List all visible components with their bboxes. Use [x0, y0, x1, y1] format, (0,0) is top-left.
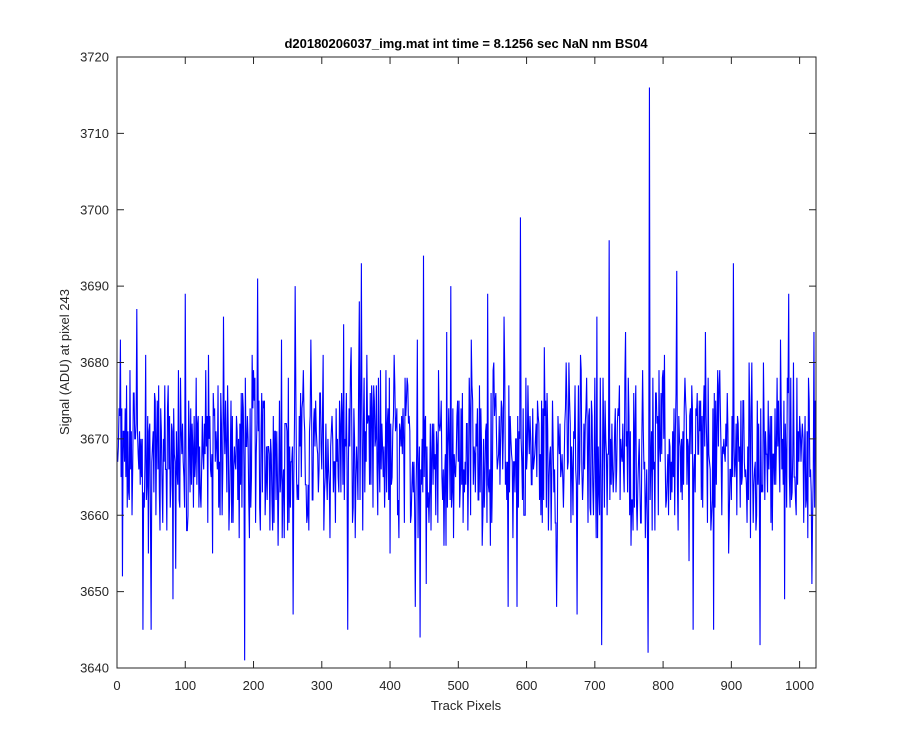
x-tick-label: 200	[243, 678, 265, 693]
series-line-0	[117, 87, 817, 661]
y-tick-label: 3670	[80, 431, 109, 446]
x-tick-label: 400	[379, 678, 401, 693]
plot-background	[117, 57, 816, 668]
y-tick-label: 3660	[80, 508, 109, 523]
y-tick-label: 3720	[80, 50, 109, 65]
y-tick-label: 3650	[80, 584, 109, 599]
chart-title: d20180206037_img.mat int time = 8.1256 s…	[284, 36, 648, 51]
x-tick-label: 300	[311, 678, 333, 693]
y-tick-label: 3710	[80, 126, 109, 141]
y-tick-label: 3690	[80, 279, 109, 294]
x-tick-label: 1000	[785, 678, 814, 693]
y-tick-label: 3640	[80, 661, 109, 676]
plot-area	[117, 57, 816, 668]
x-tick-label: 500	[447, 678, 469, 693]
x-axis-label: Track Pixels	[431, 698, 502, 713]
x-tick-label: 900	[721, 678, 743, 693]
x-tick-label: 800	[652, 678, 674, 693]
x-tick-label: 600	[516, 678, 538, 693]
y-tick-label: 3700	[80, 202, 109, 217]
x-tick-label: 700	[584, 678, 606, 693]
x-tick-label: 0	[113, 678, 120, 693]
y-axis-label: Signal (ADU) at pixel 243	[57, 289, 72, 435]
x-tick-label: 100	[174, 678, 196, 693]
axes: 0 100 200 300 400 500 600 700 800 900 1000 3640 3650…	[80, 50, 817, 693]
y-tick-label: 3680	[80, 355, 109, 370]
series-layer	[117, 87, 817, 661]
